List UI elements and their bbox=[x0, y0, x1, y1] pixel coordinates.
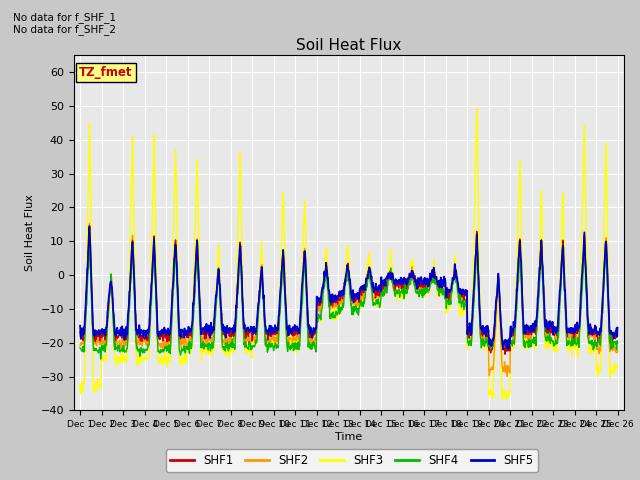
Text: TZ_fmet: TZ_fmet bbox=[79, 66, 132, 79]
Text: No data for f_SHF_1: No data for f_SHF_1 bbox=[13, 12, 116, 23]
X-axis label: Time: Time bbox=[335, 432, 362, 442]
Y-axis label: Soil Heat Flux: Soil Heat Flux bbox=[25, 194, 35, 271]
Text: No data for f_SHF_2: No data for f_SHF_2 bbox=[13, 24, 116, 35]
Title: Soil Heat Flux: Soil Heat Flux bbox=[296, 37, 401, 53]
Legend: SHF1, SHF2, SHF3, SHF4, SHF5: SHF1, SHF2, SHF3, SHF4, SHF5 bbox=[166, 449, 538, 472]
